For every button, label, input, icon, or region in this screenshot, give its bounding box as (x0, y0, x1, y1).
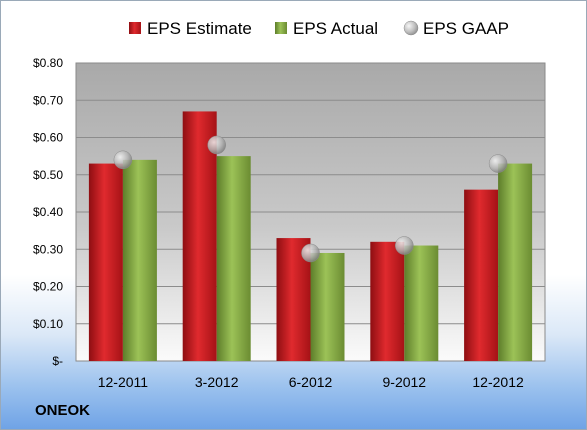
x-tick-label: 12-2012 (472, 374, 524, 390)
y-tick-label: $0.70 (33, 93, 63, 107)
estimate-bar (370, 241, 405, 361)
x-tick-label: 12-2011 (98, 374, 149, 390)
y-axis-tick-labels: $- $0.10 $0.20 $0.30 $0.40 $0.50 $0.60 $0.70 $0.… (33, 56, 63, 368)
gaap-marker (207, 135, 226, 155)
gaap-markers (113, 135, 508, 263)
y-tick-label: $0.50 (33, 168, 63, 182)
y-tick-label: $0.40 (33, 205, 63, 219)
estimate-bar (182, 111, 217, 361)
gaap-marker (301, 243, 320, 263)
gaap-marker (113, 150, 133, 170)
gaap-marker (488, 154, 508, 173)
legend-label: EPS Actual (293, 19, 378, 38)
actual-bar (404, 245, 439, 361)
y-tick-label: $0.80 (33, 56, 63, 70)
y-tick-label: $- (52, 354, 63, 368)
x-tick-label: 9-2012 (383, 374, 427, 390)
legend-swatch-actual (275, 22, 287, 34)
company-label: ONEOK (35, 402, 91, 419)
gaap-marker (395, 236, 414, 255)
y-tick-label: $0.10 (33, 317, 63, 331)
y-tick-label: $0.60 (33, 131, 63, 145)
legend-swatch-gaap (403, 20, 419, 36)
estimate-bar (464, 189, 499, 361)
x-tick-label: 6-2012 (289, 374, 333, 390)
estimate-bar (88, 163, 123, 361)
actual-bar (498, 163, 533, 361)
actual-bar (216, 156, 251, 361)
legend-label: EPS Estimate (147, 19, 252, 38)
y-tick-label: $0.20 (33, 280, 63, 294)
legend-swatch-estimate (129, 22, 141, 34)
x-axis-tick-labels: 12-2011 3-2012 6-2012 9-2012 12-2012 (98, 374, 524, 390)
y-tick-label: $0.30 (33, 242, 63, 256)
actual-bar (310, 252, 345, 361)
x-tick-label: 3-2012 (195, 374, 239, 390)
actual-bar (122, 159, 157, 361)
bars (88, 111, 533, 361)
legend: EPS Estimate EPS Actual EPS GAAP (129, 19, 509, 38)
legend-label: EPS GAAP (423, 19, 509, 38)
